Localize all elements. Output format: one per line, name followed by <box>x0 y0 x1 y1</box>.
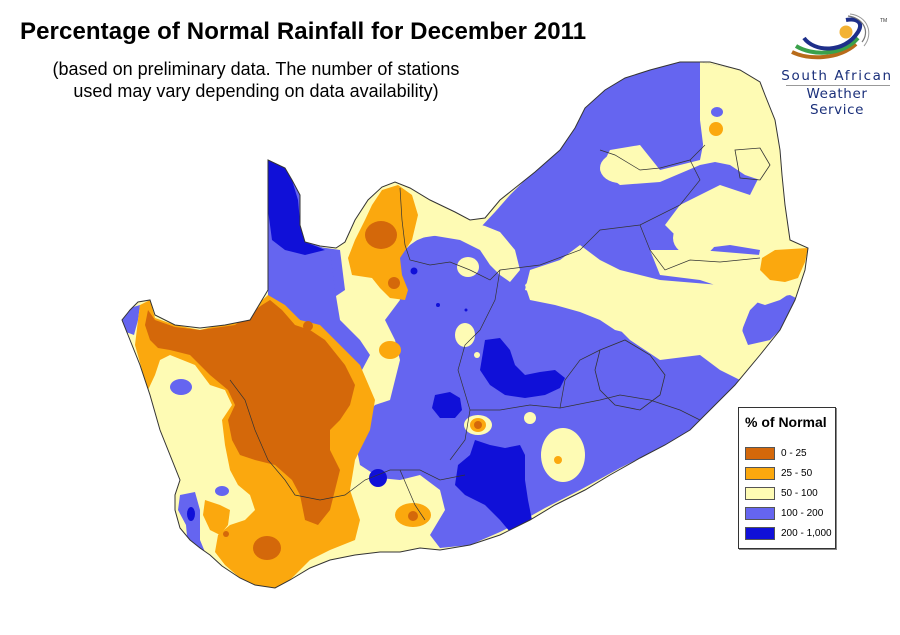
logo-line-1: South African <box>781 68 893 84</box>
legend-label: 100 - 200 <box>781 508 824 519</box>
region-50-100-small <box>524 412 536 424</box>
region-100-200-east-coast <box>742 295 800 345</box>
region-0-25-small2 <box>303 321 313 331</box>
map-title: Percentage of Normal Rainfall for Decemb… <box>20 18 587 45</box>
legend: % of Normal 0 - 25 25 - 50 50 - 100 100 … <box>738 407 836 549</box>
region-0-25-small1 <box>388 277 400 289</box>
logo-trademark: TM <box>880 18 887 24</box>
region-0-25-north <box>365 221 397 249</box>
region-100-200-west-strip <box>268 230 370 370</box>
legend-swatch-200-1000 <box>745 527 775 540</box>
region-50-100-northeast <box>673 220 717 256</box>
region-200-1000-dot3 <box>436 303 440 307</box>
legend-item: 200 - 1,000 <box>745 527 835 541</box>
region-0-25-south <box>253 536 281 560</box>
legend-label: 0 - 25 <box>781 448 807 459</box>
region-200-1000-south <box>455 440 532 532</box>
swaziland-outline <box>734 147 771 181</box>
legend-swatch-50-100 <box>745 487 775 500</box>
legend-item: 0 - 25 <box>745 447 835 461</box>
legend-label: 200 - 1,000 <box>781 528 832 539</box>
region-200-1000-central-west <box>432 392 462 418</box>
region-100-200-capetown <box>178 492 205 555</box>
region-200-1000-dot2 <box>464 308 468 312</box>
legend-title: % of Normal <box>745 414 827 430</box>
region-50-100-free-state <box>455 323 475 347</box>
lesotho-outline <box>594 339 666 411</box>
region-200-1000-free-state <box>480 338 565 398</box>
region-0-25-sw-dot <box>223 531 229 537</box>
legend-item: 25 - 50 <box>745 467 835 481</box>
region-100-200-southwest-blob1 <box>215 486 229 496</box>
region-200-1000-dot1 <box>410 267 418 275</box>
saws-logo: TM South African Weather Service <box>778 12 896 118</box>
region-0-25-center <box>474 421 482 429</box>
region-50-100-kimberley <box>457 257 479 277</box>
region-100-200-north-dot <box>711 107 723 117</box>
region-100-200-west-blob <box>170 379 192 395</box>
region-200-1000-karoo <box>369 469 387 487</box>
region-25-50-southwest <box>203 500 230 535</box>
region-0-25-southeast <box>408 511 418 521</box>
region-0-25-main <box>145 300 355 525</box>
region-25-50-northeast <box>709 122 723 136</box>
region-50-100-eastern-cape <box>541 428 585 482</box>
saws-emblem-icon: TM <box>791 13 887 60</box>
legend-item: 100 - 200 <box>745 507 835 521</box>
region-25-50-small1 <box>379 341 401 359</box>
region-25-50-east-coast <box>760 248 808 282</box>
region-100-200-westcoast-north <box>122 305 140 335</box>
region-200-1000-capetown <box>187 507 195 521</box>
region-200-1000-northwest <box>268 160 325 255</box>
legend-label: 25 - 50 <box>781 468 813 479</box>
subtitle-line-2: used may vary depending on data availabi… <box>73 81 439 101</box>
subtitle-line-1: (based on preliminary data. The number o… <box>52 59 460 79</box>
region-50-100-central-band <box>525 265 800 370</box>
logo-line-2: Weather Service <box>806 86 868 118</box>
legend-label: 50 - 100 <box>781 488 818 499</box>
legend-swatch-25-50 <box>745 467 775 480</box>
legend-swatch-100-200 <box>745 507 775 520</box>
region-50-100-spot <box>474 352 480 358</box>
legend-swatch-0-25 <box>745 447 775 460</box>
region-25-50-eastern-dot <box>554 456 562 464</box>
provincial-borders <box>229 144 761 521</box>
region-50-100-north-island <box>600 153 640 183</box>
legend-item: 50 - 100 <box>745 487 835 501</box>
logo-rule <box>786 85 890 86</box>
map-subtitle: (based on preliminary data. The number o… <box>26 58 486 102</box>
